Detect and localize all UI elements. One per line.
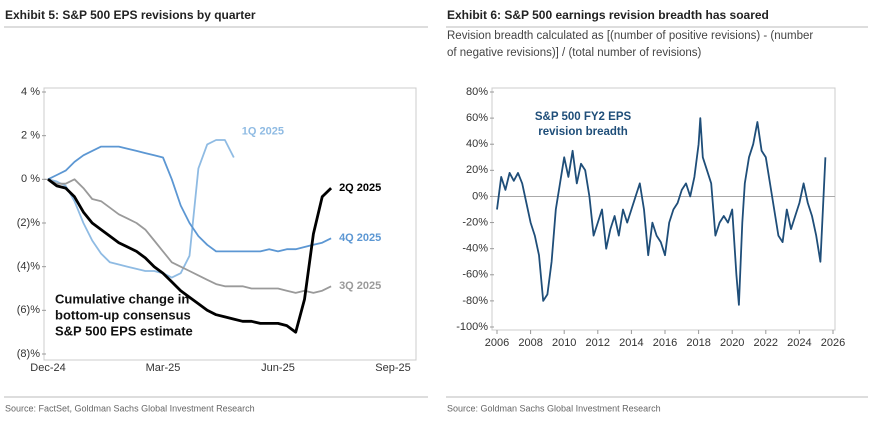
series-line: [47, 178, 332, 294]
series-label: 3Q 2025: [339, 280, 381, 292]
y-tick-label: (8)%: [17, 348, 40, 360]
series-line: [47, 139, 235, 279]
y-tick-label: -80%: [462, 295, 488, 307]
annotation: S&P 500 FY2 EPS: [535, 111, 632, 123]
x-tick-label: 2012: [586, 337, 610, 349]
x-tick-label: Dec-24: [30, 362, 65, 374]
series-line: [496, 117, 827, 306]
x-tick-label: 2014: [619, 337, 643, 349]
x-tick-label: 2020: [720, 337, 744, 349]
y-tick-label: (6)%: [17, 304, 40, 316]
y-tick-label: 20%: [466, 164, 488, 176]
y-tick-label: 2 %: [21, 130, 40, 142]
y-tick-label: -40%: [462, 243, 488, 255]
x-tick-label: 2016: [653, 337, 677, 349]
source: Source: Goldman Sachs Global Investment …: [447, 403, 661, 413]
x-tick-label: Mar-25: [146, 362, 181, 374]
x-tick-label: Jun-25: [261, 362, 295, 374]
annotation: Cumulative change in: [55, 291, 189, 306]
subtitle: of negative revisions)] / (total number …: [447, 47, 702, 59]
x-tick-label: 2022: [754, 337, 778, 349]
subtitle: Revision breadth calculated as [(number …: [447, 30, 813, 42]
source: Source: FactSet, Goldman Sachs Global In…: [5, 403, 255, 413]
series-line: [47, 145, 332, 253]
plot-frame: [43, 87, 417, 361]
x-tick-label: 2024: [787, 337, 811, 349]
series-label: 2Q 2025: [339, 182, 381, 194]
y-tick-label: (2)%: [17, 217, 40, 229]
annotation: bottom-up consensus: [55, 307, 191, 322]
x-tick-label: Sep-25: [375, 362, 410, 374]
y-tick-label: 0 %: [21, 173, 40, 185]
series-line: [47, 178, 333, 334]
chart-title: Exhibit 5: S&P 500 EPS revisions by quar…: [5, 8, 256, 22]
y-tick-label: -20%: [462, 216, 488, 228]
annotation: S&P 500 EPS estimate: [55, 323, 193, 338]
x-tick-label: 2008: [518, 337, 542, 349]
y-tick-label: 80%: [466, 86, 488, 98]
series-label: 1Q 2025: [242, 125, 284, 137]
y-tick-label: -60%: [462, 269, 488, 281]
x-tick-label: 2010: [552, 337, 576, 349]
plot-frame: [491, 87, 836, 331]
chart-title: Exhibit 6: S&P 500 earnings revision bre…: [447, 8, 769, 22]
annotation: revision breadth: [538, 126, 627, 138]
x-tick-label: 2006: [485, 337, 509, 349]
y-tick-label: 4 %: [21, 86, 40, 98]
y-tick-label: 40%: [466, 138, 488, 150]
series-label: 4Q 2025: [339, 232, 381, 244]
x-tick-label: 2018: [686, 337, 710, 349]
x-tick-label: 2026: [821, 337, 845, 349]
y-tick-label: -100%: [456, 321, 488, 333]
y-tick-label: 0%: [472, 190, 488, 202]
y-tick-label: (4)%: [17, 261, 40, 273]
y-tick-label: 60%: [466, 112, 488, 124]
